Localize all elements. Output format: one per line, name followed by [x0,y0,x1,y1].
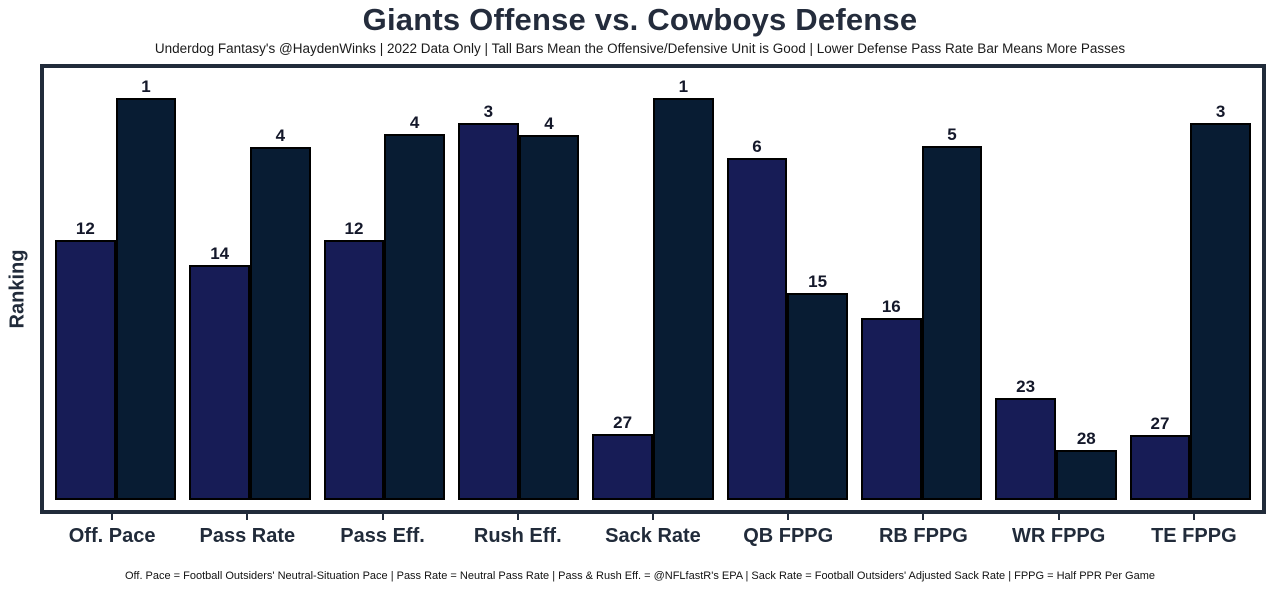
bar-value-label: 16 [881,296,901,316]
defense-bar [787,293,848,500]
bar-value-label: 27 [1150,413,1170,433]
bar-value-label: 12 [344,218,364,238]
defense-bar-unit: 5 [921,78,983,500]
offense-bar [995,397,1056,500]
defense-bar-unit: 4 [249,78,311,500]
defense-bar-unit: 1 [115,77,177,500]
x-axis-label: RB FPPG [878,525,968,547]
defense-bar [249,147,311,500]
chart-area: Ranking 12 1 14 4 12 4 3 4 27 1 6 15 16 5 23 28 27 3 [7,64,1266,514]
offense-bar-unit: 3 [457,78,519,500]
defense-bar [384,133,445,500]
bar-group: 12 4 [323,78,445,500]
offense-bar-unit: 23 [995,78,1056,500]
x-axis-label: Pass Rate [199,525,296,547]
defense-bar [115,98,177,500]
defense-bar [652,98,714,500]
bar-group: 12 1 [55,77,177,500]
tick-mark [1057,514,1060,520]
bar-group: 14 4 [189,78,311,500]
tick-mark [246,514,249,520]
bar-value-label: 5 [947,125,957,145]
defense-bar-unit: 15 [787,78,848,500]
tick-mark [651,514,654,520]
defense-bar-unit: 3 [1190,78,1251,500]
bar-value-label: 1 [141,77,151,96]
chart-title: Giants Offense vs. Cowboys Defense [362,2,918,37]
tick-mark [111,514,114,520]
offense-bar-unit: 12 [323,78,385,500]
defense-bar-unit: 4 [384,78,445,500]
bar-value-label: 4 [544,113,554,133]
offense-bar-unit: 12 [55,78,116,500]
x-axis-label: Rush Eff. [473,525,562,547]
defense-bar-unit: 1 [652,77,714,500]
offense-bar-unit: 14 [189,78,250,500]
defense-bar-unit: 4 [518,78,580,500]
x-axis-ticks [40,514,1266,520]
defense-bar [1190,122,1251,500]
bar-value-label: 4 [275,126,286,146]
x-axis-label: WR FPPG [1011,525,1106,547]
offense-bar [55,239,116,500]
tick-cell [998,514,1120,520]
x-axis-label: TE FPPG [1151,525,1237,547]
offense-bar [323,239,385,500]
tick-mark [381,514,384,520]
x-axis-label: Off. Pace [68,525,156,547]
chart-footnote: Off. Pace = Football Outsiders' Neutral-… [124,570,1156,582]
x-axis-label: Pass Eff. [340,525,425,547]
bar-value-label: 27 [613,412,633,432]
offense-bar [726,157,788,500]
bar-group: 23 28 [995,78,1117,500]
bar-value-label: 28 [1076,429,1096,449]
defense-bar [518,134,580,500]
tick-cell [457,514,579,520]
bar-value-label: 15 [808,272,828,292]
offense-bar-unit: 27 [592,78,653,500]
bar-value-label: 4 [409,112,420,132]
offense-bar [189,264,250,500]
bar-value-label: 23 [1016,376,1036,396]
x-axis-label: QB FPPG [743,525,834,547]
offense-bar [457,122,519,500]
tick-mark [922,514,925,520]
tick-cell [862,514,984,520]
bar-group: 6 15 [726,78,848,500]
defense-bar [921,146,983,500]
tick-mark [787,514,790,520]
tick-cell [592,514,714,520]
bar-value-label: 12 [75,218,95,238]
x-axis-label: Sack Rate [605,525,701,547]
tick-cell [727,514,849,520]
plot-area: 12 1 14 4 12 4 3 4 27 1 6 15 16 5 23 28 27 3 [40,64,1266,514]
bar-value-label: 6 [752,136,762,156]
chart-subtitle: Underdog Fantasy's @HaydenWinks | 2022 D… [154,41,1126,56]
defense-bar [1055,450,1117,500]
tick-cell [51,514,173,520]
tick-mark [1192,514,1195,520]
bar-group: 16 5 [860,78,983,500]
tick-cell [186,514,308,520]
bar-group: 27 3 [1129,78,1251,500]
offense-bar [592,433,653,500]
tick-cell [1133,514,1255,520]
bar-value-label: 3 [483,101,494,121]
offense-bar [860,317,922,500]
x-axis-labels: Off. Pace Pass Rate Pass Eff. Rush Eff. Sack… [40,520,1266,548]
offense-bar-unit: 27 [1129,78,1191,500]
bar-value-label: 14 [210,243,230,263]
offense-bar [1129,434,1191,500]
defense-bar-unit: 28 [1055,78,1117,500]
bar-value-label: 3 [1215,101,1226,121]
y-axis-label: Ranking [6,249,29,329]
tick-mark [516,514,519,520]
offense-bar-unit: 16 [860,78,922,500]
bar-value-label: 1 [678,77,689,96]
tick-cell [321,514,443,520]
offense-bar-unit: 6 [726,78,788,500]
bar-group: 27 1 [592,77,714,500]
